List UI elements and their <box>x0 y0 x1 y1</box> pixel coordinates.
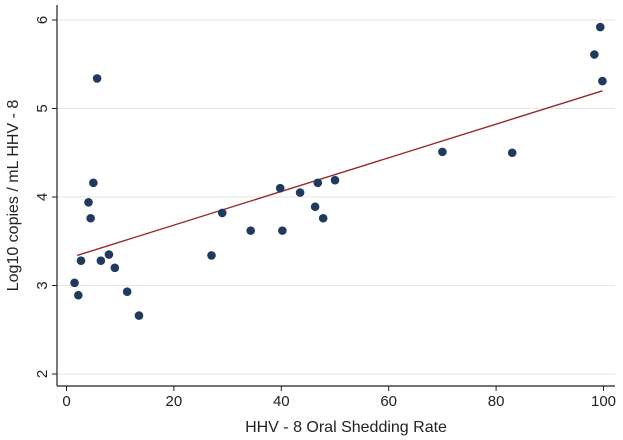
data-point <box>246 226 255 235</box>
x-axis-title: HHV - 8 Oral Shedding Rate <box>245 419 447 436</box>
data-point <box>104 250 114 259</box>
data-point <box>438 147 447 157</box>
x-tick-label-20: 20 <box>166 393 183 410</box>
data-point <box>70 278 79 288</box>
y-ticks: 2 3 4 5 6 <box>34 16 57 378</box>
data-point <box>134 311 144 320</box>
regression-line <box>77 90 603 257</box>
data-point <box>313 178 323 188</box>
data-point <box>122 287 132 296</box>
data-point <box>76 256 86 266</box>
data-point <box>74 290 83 300</box>
data-point <box>295 188 305 197</box>
x-tick-label-80: 80 <box>488 393 505 410</box>
fit-line-group <box>77 90 603 257</box>
data-point <box>275 183 285 193</box>
data-point <box>310 202 320 212</box>
data-point <box>86 213 95 223</box>
y-tick-label-2: 2 <box>34 370 51 378</box>
data-point <box>207 251 216 260</box>
data-point <box>507 148 517 158</box>
x-tick-label-100: 100 <box>591 393 616 410</box>
data-point <box>598 76 607 86</box>
data-point <box>330 175 340 185</box>
data-points <box>70 22 607 320</box>
y-tick-label-3: 3 <box>34 281 51 289</box>
y-tick-label-5: 5 <box>34 104 51 112</box>
data-point <box>110 263 120 273</box>
data-point <box>590 50 599 59</box>
x-tick-label-40: 40 <box>273 393 290 410</box>
x-tick-label-0: 0 <box>62 393 70 410</box>
data-point <box>89 178 98 188</box>
grid-lines <box>57 19 615 375</box>
x-ticks: 0 20 40 60 80 100 <box>62 386 616 410</box>
data-point <box>318 213 328 223</box>
data-point <box>595 22 605 32</box>
y-tick-label-4: 4 <box>34 193 51 201</box>
data-point <box>96 256 106 266</box>
data-point <box>84 198 93 207</box>
data-point <box>278 226 287 235</box>
data-point <box>217 208 227 218</box>
y-axis-title: Log10 copies / mL HHV - 8 <box>5 100 22 292</box>
data-point <box>92 74 102 83</box>
y-tick-label-6: 6 <box>34 16 51 24</box>
x-tick-label-60: 60 <box>380 393 397 410</box>
axes <box>56 5 615 387</box>
